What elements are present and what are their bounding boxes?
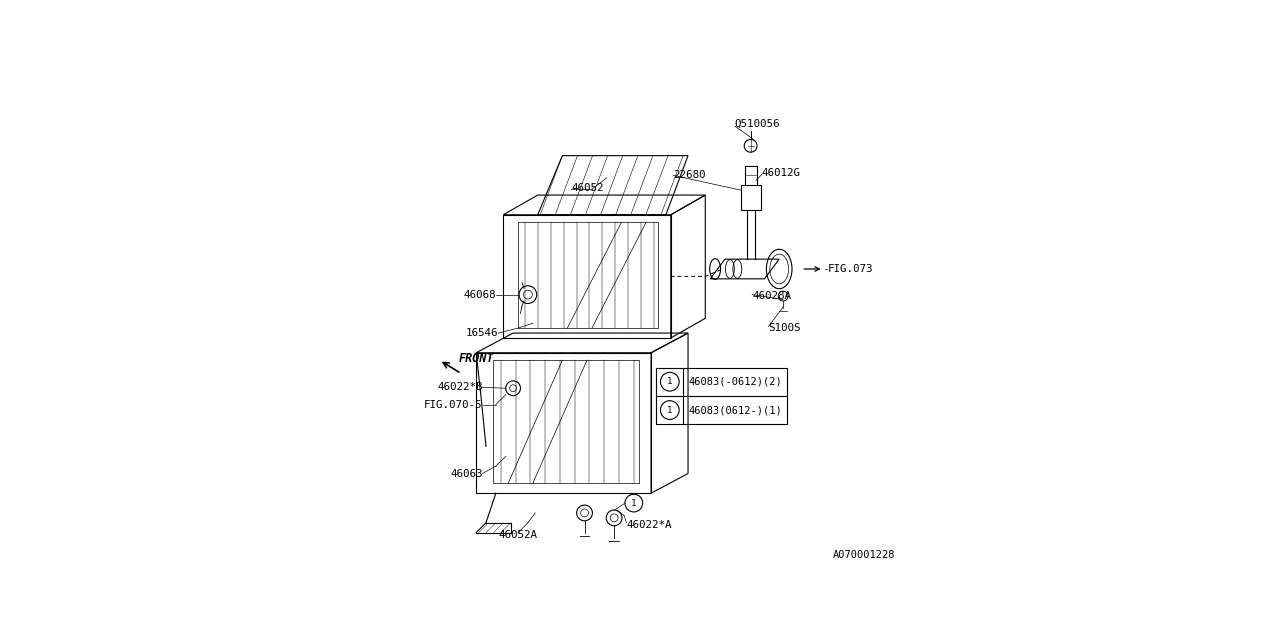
Text: 16546: 16546	[466, 328, 498, 338]
Text: 46063: 46063	[451, 468, 483, 479]
Text: 46083(-0612)(2): 46083(-0612)(2)	[689, 377, 782, 387]
Text: 1: 1	[667, 377, 672, 386]
Text: 46068: 46068	[463, 290, 495, 300]
Text: 46028A: 46028A	[753, 291, 791, 301]
Text: 22680: 22680	[673, 170, 705, 180]
Text: S100S: S100S	[768, 323, 801, 333]
Text: 46052A: 46052A	[498, 530, 538, 540]
Text: 46083(0612-)(1): 46083(0612-)(1)	[689, 405, 782, 415]
Text: 46022*B: 46022*B	[436, 382, 483, 392]
Text: 1: 1	[631, 499, 636, 508]
Text: FRONT: FRONT	[460, 352, 494, 365]
Text: 46022*A: 46022*A	[626, 520, 672, 531]
Text: A070001228: A070001228	[832, 550, 895, 560]
Text: Q510056: Q510056	[735, 118, 781, 129]
Text: 1: 1	[667, 406, 672, 415]
Text: 46052: 46052	[571, 182, 604, 193]
Text: FIG.073: FIG.073	[827, 264, 873, 274]
Bar	[657, 367, 787, 424]
Text: 46012G: 46012G	[762, 168, 801, 178]
Text: FIG.070-5: FIG.070-5	[424, 399, 483, 410]
